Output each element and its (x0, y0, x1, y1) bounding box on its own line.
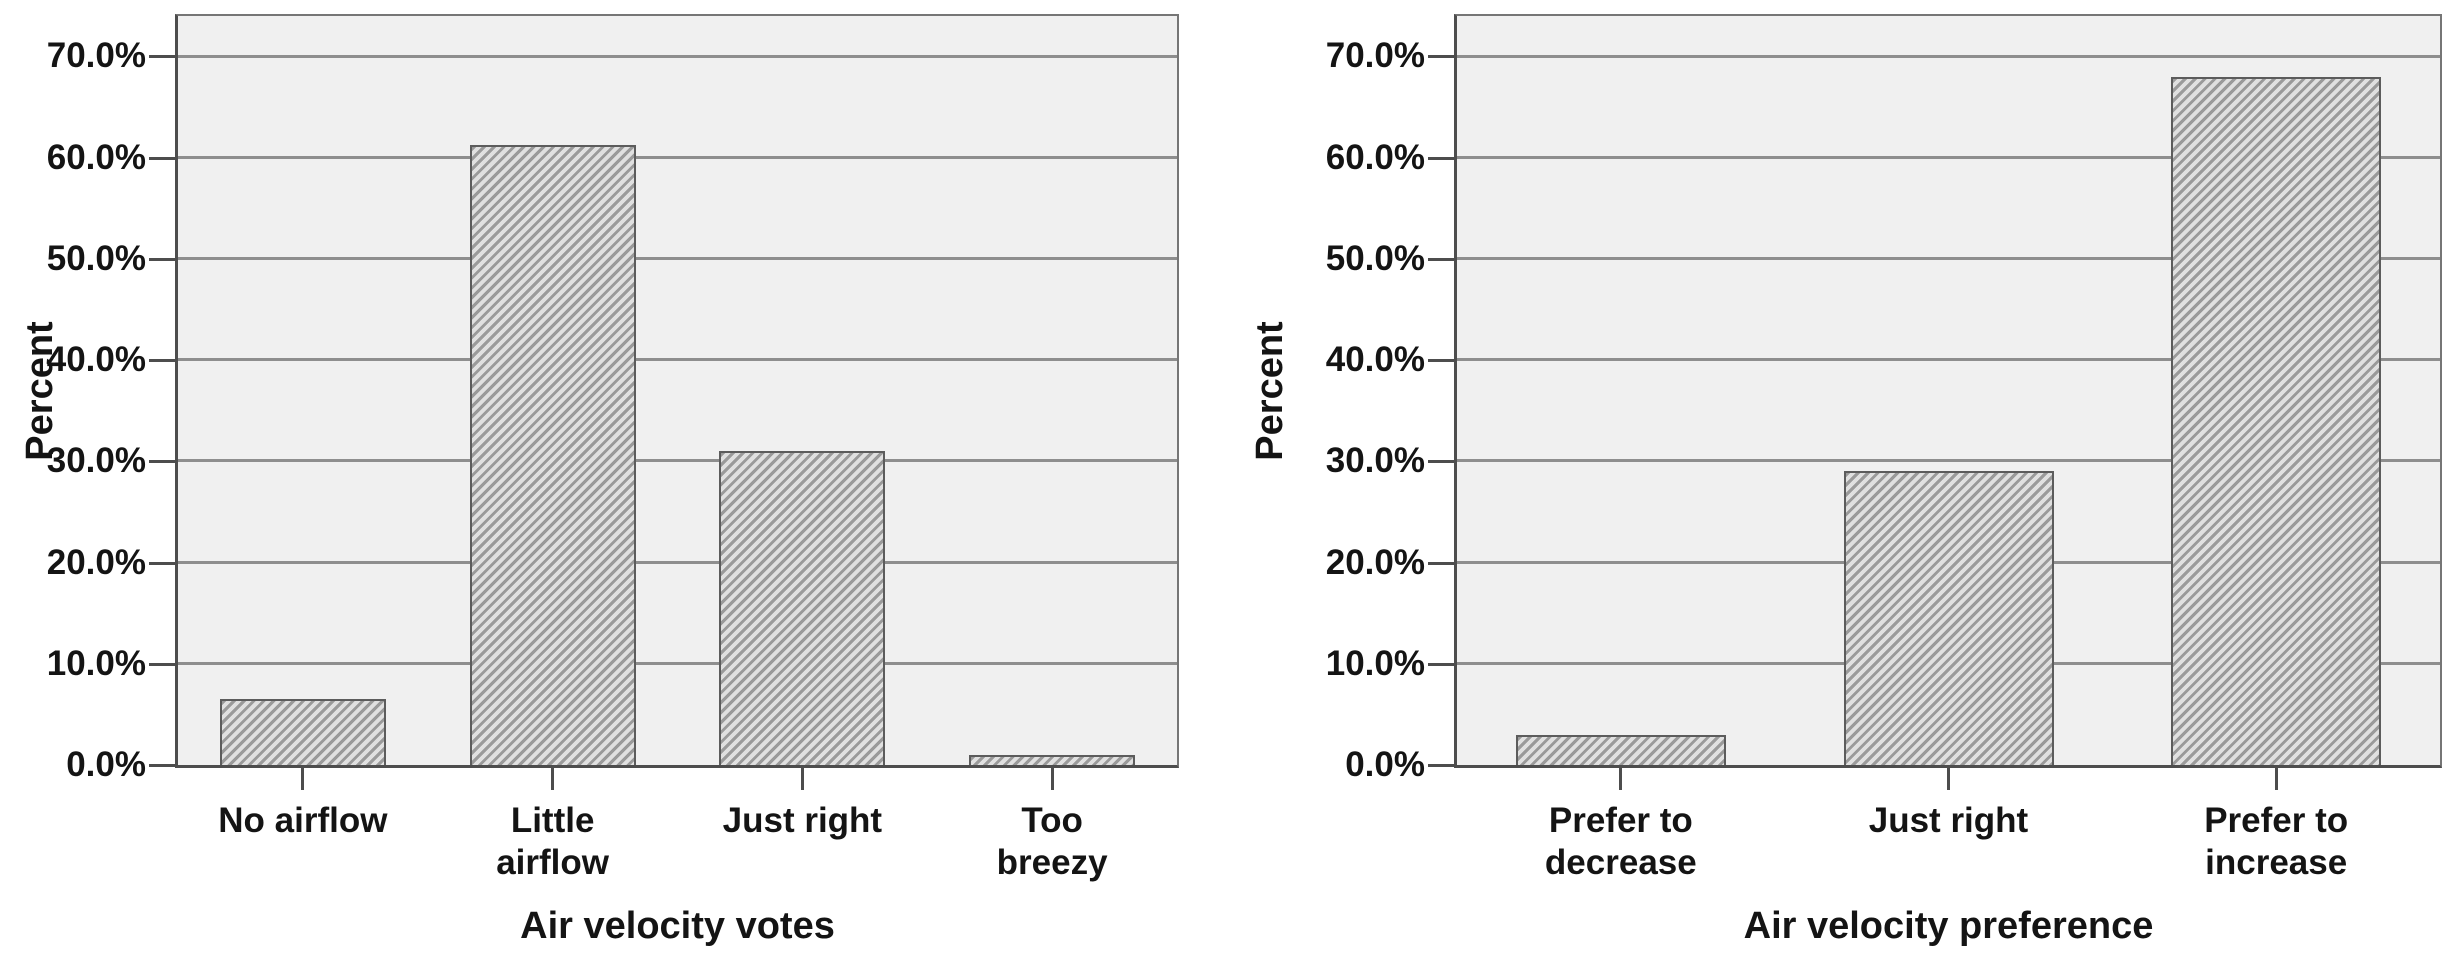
bar-no-airflow (219, 699, 386, 765)
gridline-30 (178, 459, 1177, 463)
gridline-60 (178, 155, 1177, 159)
plot-area (175, 14, 1179, 768)
y-tick-label: 50.0% (1325, 238, 1425, 278)
y-axis-tick (149, 257, 175, 261)
y-tick-label: 0.0% (1345, 745, 1425, 784)
y-axis-tick (1428, 662, 1454, 666)
y-axis-tick (1428, 257, 1454, 261)
bar-prefer-to-decrease (1515, 734, 1726, 765)
bar-little-airflow (469, 144, 636, 765)
gridline-70 (1457, 54, 2440, 58)
y-tick-label: 10.0% (46, 643, 146, 683)
x-axis-tick (800, 768, 804, 790)
y-tick-label: 50.0% (46, 238, 146, 278)
chart-air-velocity-preference: Percent Air velocity preference 0.0% 10.0… (1230, 0, 2458, 972)
y-axis-tick (149, 156, 175, 160)
bar-too-breezy (969, 754, 1136, 765)
x-axis-title: Air velocity votes (520, 905, 835, 947)
x-axis-title: Air velocity preference (1743, 905, 2154, 947)
y-tick-label: 40.0% (46, 340, 146, 380)
x-axis-tick (301, 768, 305, 790)
x-tick-label-too-breezy: Too breezy (996, 801, 1108, 882)
x-axis-tick (1619, 768, 1623, 790)
y-tick-label: 30.0% (1325, 441, 1425, 481)
x-axis-tick (1947, 768, 1950, 790)
gridline-50 (1457, 256, 2440, 260)
y-tick-label: 70.0% (1325, 36, 1425, 76)
gridline-70 (178, 54, 1177, 58)
y-axis-tick (1428, 55, 1454, 59)
y-axis-tick (1428, 156, 1454, 160)
x-tick-label-just-right: Just right (722, 801, 883, 840)
bar-just-right (1843, 471, 2054, 765)
y-axis-tick (149, 561, 175, 565)
y-axis-tick (149, 662, 175, 666)
y-axis-tick (1428, 764, 1454, 767)
y-tick-label: 60.0% (1325, 137, 1425, 177)
gridline-10 (178, 661, 1177, 665)
y-tick-label: 30.0% (46, 441, 146, 481)
y-tick-label: 20.0% (1325, 542, 1425, 582)
bar-just-right (719, 451, 886, 765)
y-tick-label: 70.0% (46, 36, 146, 76)
y-axis-tick (149, 55, 175, 59)
plot-area (1454, 14, 2442, 768)
x-axis-tick (551, 768, 555, 790)
y-tick-label: 10.0% (1325, 643, 1425, 683)
y-tick-label: 40.0% (1325, 340, 1425, 380)
gridline-30 (1457, 459, 2440, 463)
y-axis-tick (1428, 561, 1454, 565)
x-tick-label-no-airflow: No airflow (218, 801, 388, 840)
y-tick-label: 0.0% (66, 745, 146, 784)
chart-air-velocity-votes: Percent Air velocity votes 0.0% 10.0% 20.0… (19, 14, 1179, 947)
gridline-50 (178, 256, 1177, 260)
x-axis-tick (1050, 768, 1054, 790)
gridline-20 (178, 560, 1177, 564)
y-axis-tick (149, 764, 175, 767)
gridline-60 (1457, 155, 2440, 159)
y-axis-tick (149, 460, 175, 464)
x-tick-label-little-airflow: Little airflow (496, 801, 610, 882)
gridline-40 (1457, 358, 2440, 362)
x-tick-label-just-right: Just right (1868, 801, 2029, 840)
y-tick-label: 20.0% (46, 542, 146, 582)
bar-prefer-to-increase (2171, 76, 2382, 765)
y-tick-label: 60.0% (46, 137, 146, 177)
gridline-40 (178, 358, 1177, 362)
y-axis-tick (149, 359, 175, 363)
x-tick-label-prefer-to-increase: Prefer to increase (2204, 801, 2349, 882)
x-axis-tick (2274, 768, 2278, 790)
y-axis-tick (1428, 359, 1454, 363)
x-tick-label-prefer-to-decrease: Prefer to decrease (1544, 801, 1697, 882)
y-axis-tick (1428, 460, 1454, 464)
